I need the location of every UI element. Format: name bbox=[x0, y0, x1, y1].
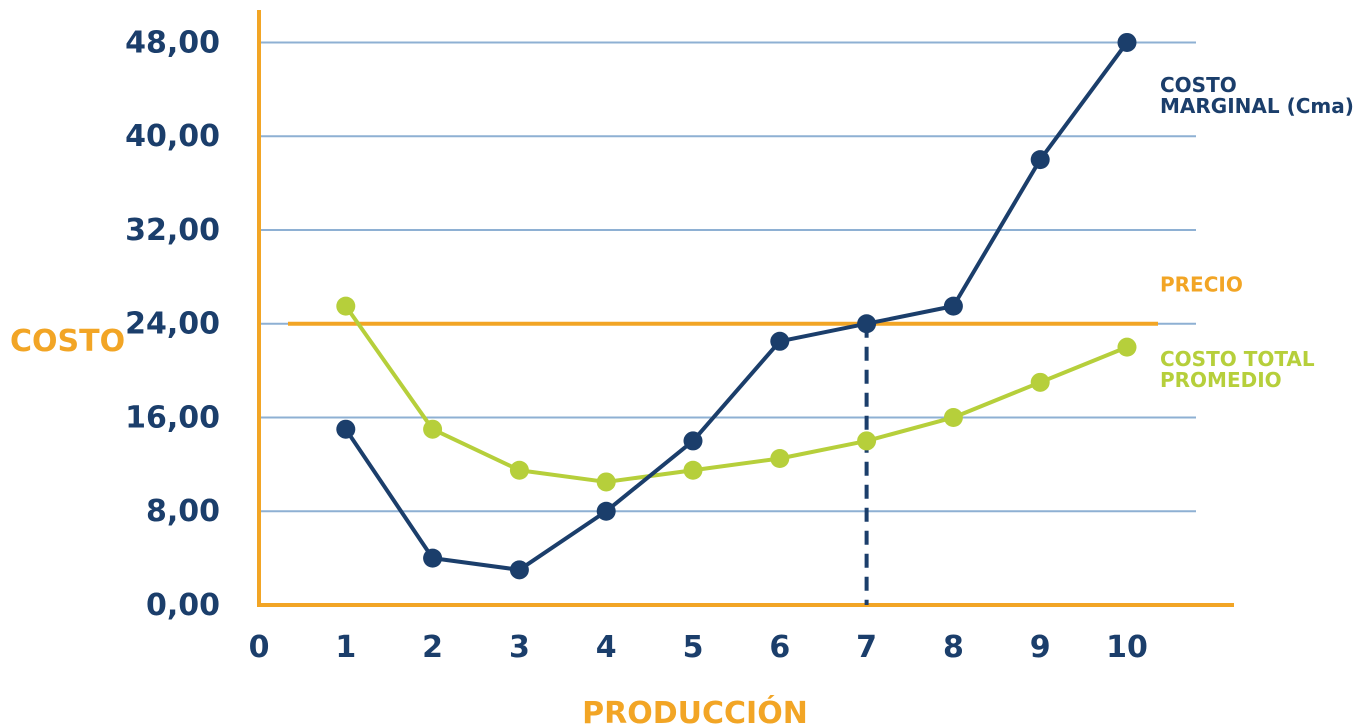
series-line bbox=[344, 304, 1128, 484]
data-point bbox=[770, 331, 790, 351]
data-point bbox=[683, 431, 703, 451]
precio-label: PRECIO bbox=[1160, 273, 1243, 297]
x-tick-label: 8 bbox=[943, 630, 964, 665]
data-point bbox=[596, 472, 616, 492]
y-tick-label: 32,00 bbox=[125, 213, 220, 248]
x-tick-label: 4 bbox=[596, 630, 617, 665]
y-tick-labels: 0,00 8,00 16,00 24,00 32,00 40,00 48,00 bbox=[125, 25, 220, 623]
x-tick-label: 9 bbox=[1030, 630, 1051, 665]
x-tick-label: 2 bbox=[422, 630, 443, 665]
x-tick-label: 0 bbox=[249, 630, 270, 665]
x-tick-label: 3 bbox=[509, 630, 530, 665]
data-point bbox=[857, 431, 877, 451]
series-label-line: COSTO TOTAL bbox=[1160, 347, 1315, 371]
series-label: COSTO MARGINAL (Cma) bbox=[1160, 73, 1354, 118]
data-point bbox=[1117, 337, 1137, 357]
data-point bbox=[1030, 372, 1050, 392]
series-label: COSTO TOTAL PROMEDIO bbox=[1160, 347, 1315, 392]
grid-lines bbox=[259, 41, 1196, 513]
y-axis-title: COSTO bbox=[10, 324, 125, 359]
data-point bbox=[770, 449, 790, 468]
series-label-line: COSTO bbox=[1160, 73, 1237, 97]
data-point bbox=[943, 407, 963, 427]
axes bbox=[257, 10, 1234, 607]
x-tick-labels: 0 1 2 3 4 5 6 7 8 9 10 bbox=[249, 630, 1148, 665]
x-tick-label: 7 bbox=[856, 630, 877, 665]
data-point bbox=[1117, 32, 1137, 52]
series-lines bbox=[336, 32, 1137, 580]
x-tick-label: 1 bbox=[335, 630, 356, 665]
data-point bbox=[1030, 150, 1050, 170]
y-tick-label: 40,00 bbox=[125, 119, 220, 154]
y-tick-label: 8,00 bbox=[146, 494, 220, 529]
y-tick-label: 48,00 bbox=[125, 25, 220, 60]
series-labels: PRECIO COSTO TOTAL PROMEDIO COSTO MARGINAL (… bbox=[1160, 73, 1354, 392]
x-tick-label: 10 bbox=[1106, 630, 1148, 665]
reference-lines bbox=[288, 321, 1158, 605]
x-tick-label: 6 bbox=[769, 630, 790, 665]
data-point bbox=[857, 314, 877, 334]
y-tick-label: 16,00 bbox=[125, 400, 220, 435]
y-tick-label: 24,00 bbox=[125, 307, 220, 342]
data-point bbox=[336, 296, 356, 316]
data-point bbox=[509, 560, 529, 580]
data-point bbox=[336, 419, 356, 439]
y-tick-label: 0,00 bbox=[146, 588, 220, 623]
data-point bbox=[423, 419, 443, 439]
data-point bbox=[943, 296, 963, 316]
x-tick-label: 5 bbox=[683, 630, 704, 665]
data-point bbox=[423, 548, 443, 568]
x-axis-title: PRODUCCIÓN bbox=[582, 694, 808, 727]
series-label-line: MARGINAL (Cma) bbox=[1160, 94, 1354, 118]
series-line bbox=[344, 41, 1129, 572]
series-label-line: PROMEDIO bbox=[1160, 368, 1282, 392]
data-point bbox=[509, 460, 529, 480]
data-point bbox=[683, 460, 703, 480]
data-point bbox=[596, 501, 616, 521]
